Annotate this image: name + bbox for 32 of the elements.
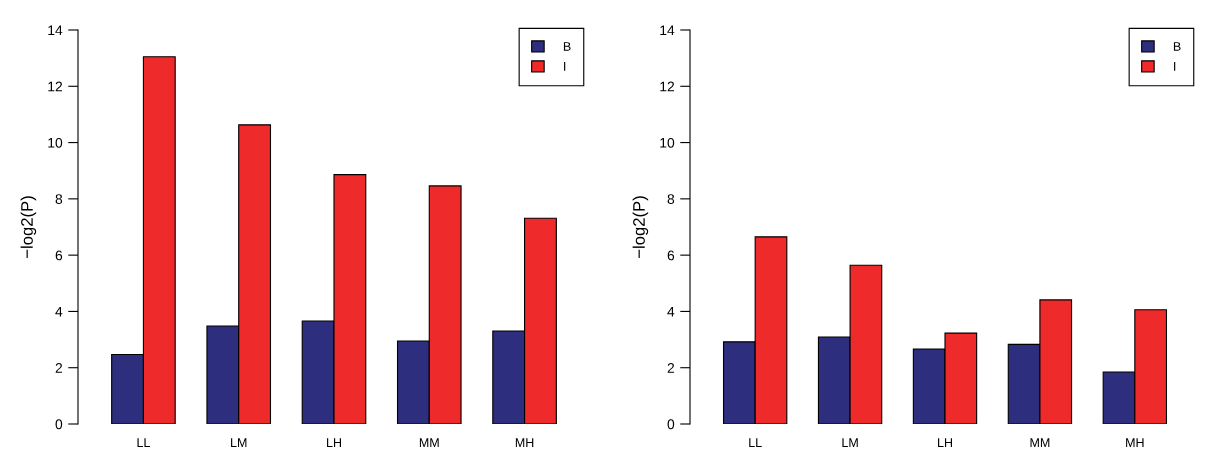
y-tick-label: 2 <box>55 363 63 373</box>
y-tick-label: 4 <box>55 306 63 317</box>
y-tick-label: 6 <box>667 250 675 261</box>
y-axis-title: −log2(P) <box>632 196 649 258</box>
y-tick-label: 8 <box>55 194 63 205</box>
y-tick-label: 14 <box>660 25 675 36</box>
y-tick-label: 12 <box>660 81 675 92</box>
y-tick-label: 0 <box>667 419 675 430</box>
y-tick-label: 8 <box>667 194 675 205</box>
legend-label: I <box>564 62 566 71</box>
y-tick-label: 10 <box>48 137 63 148</box>
legend-label: B <box>1173 42 1181 51</box>
legend-label: I <box>1174 62 1176 71</box>
x-tick-label: MH <box>1126 438 1144 447</box>
x-tick-label: LM <box>231 438 247 447</box>
y-tick-label: 14 <box>48 25 63 36</box>
y-tick-label: 6 <box>55 250 63 261</box>
y-tick-label: 0 <box>55 419 63 430</box>
legend-label: B <box>563 42 571 51</box>
x-tick-label: MH <box>515 438 534 447</box>
x-tick-label: MM <box>1030 438 1050 447</box>
y-tick-label: 12 <box>48 81 63 92</box>
x-tick-label: LH <box>938 438 952 447</box>
y-axis-title: −log2(P) <box>20 196 37 258</box>
x-tick-label: LL <box>137 438 150 447</box>
y-tick-label: 4 <box>667 306 675 317</box>
x-tick-label: LH <box>327 438 341 447</box>
x-tick-label: LM <box>842 438 858 447</box>
x-tick-label: LL <box>749 438 762 447</box>
y-tick-label: 2 <box>667 363 675 373</box>
x-tick-label: MM <box>419 438 439 447</box>
y-tick-label: 10 <box>660 137 675 148</box>
